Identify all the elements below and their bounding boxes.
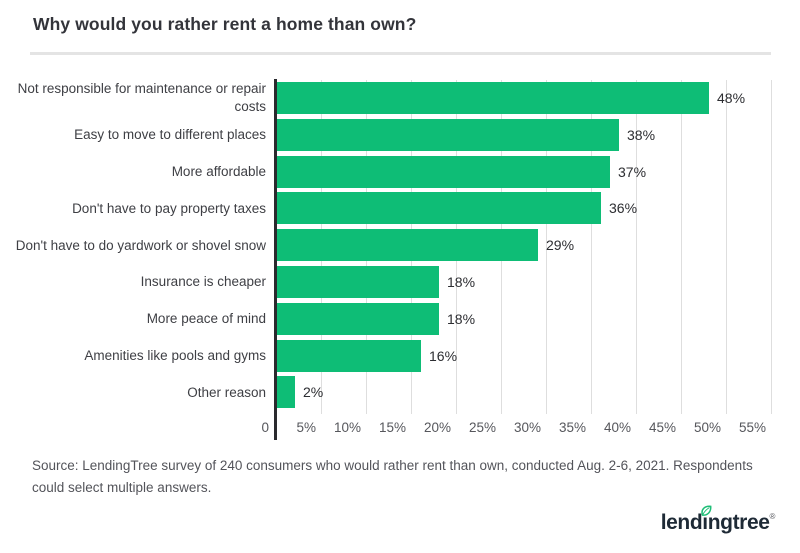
gridline-45 [681, 80, 682, 414]
title-divider [30, 52, 771, 55]
category-label: More affordable [171, 163, 266, 179]
x-tick-label-20: 20% [423, 420, 451, 435]
gridline-50 [726, 80, 727, 414]
logo-text-pre: lend [660, 511, 703, 534]
category-label: Amenities like pools and gyms [84, 347, 266, 363]
bar-value-label: 16% [429, 347, 458, 364]
gridline-30 [546, 80, 547, 414]
x-tick-label-30: 30% [513, 420, 541, 435]
bar-value-label: 29% [546, 237, 575, 254]
bar [277, 266, 439, 298]
bar [277, 155, 610, 188]
category-label: More peace of mind [146, 311, 266, 327]
x-tick-label-15: 15% [378, 420, 406, 435]
bar-value-label: 48% [717, 90, 746, 106]
x-tick-label-50: 50% [693, 420, 721, 435]
bar [277, 118, 619, 151]
x-tick-label-0: 0 [261, 420, 269, 435]
bar-value-label: 2% [303, 384, 324, 401]
x-tick-label-55: 55% [738, 420, 766, 435]
logo-letter-i: ı [701, 505, 712, 535]
bar-value-label: 18% [447, 310, 476, 327]
bar-value-label: 36% [609, 200, 638, 217]
bar [277, 229, 538, 262]
category-label: Insurance is cheaper [140, 274, 266, 290]
x-tick-label-45: 45% [648, 420, 676, 435]
category-label: Don't have to pay property taxes [72, 200, 266, 216]
lendingtree-logo: lend ıngtree® [660, 505, 776, 535]
leaf-icon [699, 500, 713, 524]
x-tick-label-35: 35% [558, 420, 586, 435]
bar-value-label: 38% [627, 126, 656, 143]
gridline-35 [591, 80, 592, 414]
bar [277, 376, 295, 409]
y-axis-line [274, 79, 277, 440]
logo-text-post: ngtree [707, 511, 770, 534]
category-label: Other reason [187, 384, 266, 400]
bar [277, 82, 709, 114]
bar [277, 302, 439, 335]
x-tick-label-10: 10% [333, 420, 361, 435]
x-tick-label-25: 25% [468, 420, 496, 435]
bar [277, 339, 421, 372]
category-label: Don't have to do yardwork or shovel snow [15, 237, 266, 253]
gridline-55 [771, 80, 772, 414]
bar [277, 192, 601, 225]
page-title: Why would you rather rent a home than ow… [33, 14, 417, 34]
bar-chart: Not responsible for maintenance or repai… [0, 79, 800, 460]
registered-mark: ® [769, 512, 776, 521]
category-axis: Not responsible for maintenance or repai… [14, 80, 266, 411]
bar-value-label: 18% [447, 274, 476, 290]
x-axis-ticks: 0 5% 10% 15% 20% 25% 30% 35% 40% 45% 50% 55% [261, 420, 779, 440]
category-label: Not responsible for maintenance or repai… [17, 81, 266, 115]
category-label: Easy to move to different places [74, 127, 266, 143]
plot-area: 0 5% 10% 15% 20% 25% 30% 35% 40% 45% 50% 55% 48% 38%… [261, 79, 779, 440]
gridline-40 [636, 80, 637, 414]
source-note: Source: LendingTree survey of 240 consum… [32, 458, 753, 495]
x-tick-label-40: 40% [603, 420, 631, 435]
bar-value-label: 37% [618, 163, 647, 180]
x-tick-label-5: 5% [296, 420, 316, 435]
